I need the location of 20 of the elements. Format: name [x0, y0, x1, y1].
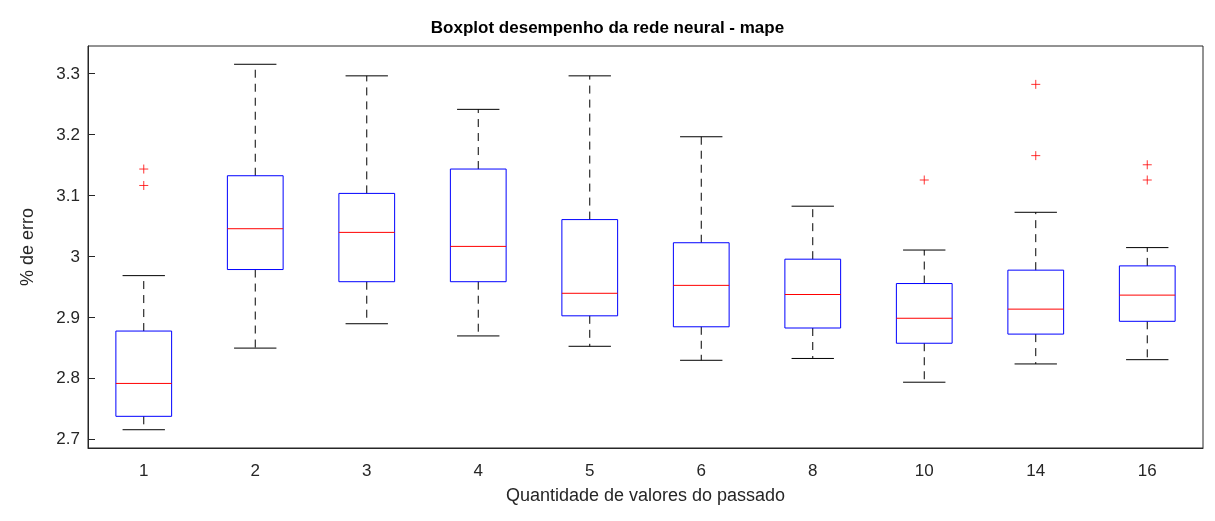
y-axis-title: % de erro	[17, 207, 37, 287]
y-tick-label: 3.2	[56, 124, 80, 144]
x-tick-label: 10	[914, 461, 934, 480]
y-tick-label: 2.9	[56, 307, 80, 327]
x-tick-label: 8	[808, 461, 818, 480]
x-tick-label: 5	[585, 461, 595, 480]
chart-title: Boxplot desempenho da rede neural - mape	[430, 18, 785, 37]
y-tick-label: 3	[70, 246, 80, 266]
x-axis-title: Quantidade de valores do passado	[505, 485, 786, 505]
x-tick-label: 3	[362, 461, 372, 480]
x-tick-label: 2	[250, 461, 260, 480]
x-tick-label: 1	[139, 461, 149, 480]
y-tick-label: 3.3	[56, 63, 80, 83]
y-tick-label: 2.8	[56, 368, 80, 388]
x-tick-label: 16	[1137, 461, 1157, 480]
x-tick-label: 4	[473, 461, 483, 480]
y-tick-label: 3.1	[56, 185, 80, 205]
x-tick-label: 6	[696, 461, 706, 480]
y-tick-label: 2.7	[56, 429, 80, 449]
x-tick-label: 14	[1026, 461, 1046, 480]
